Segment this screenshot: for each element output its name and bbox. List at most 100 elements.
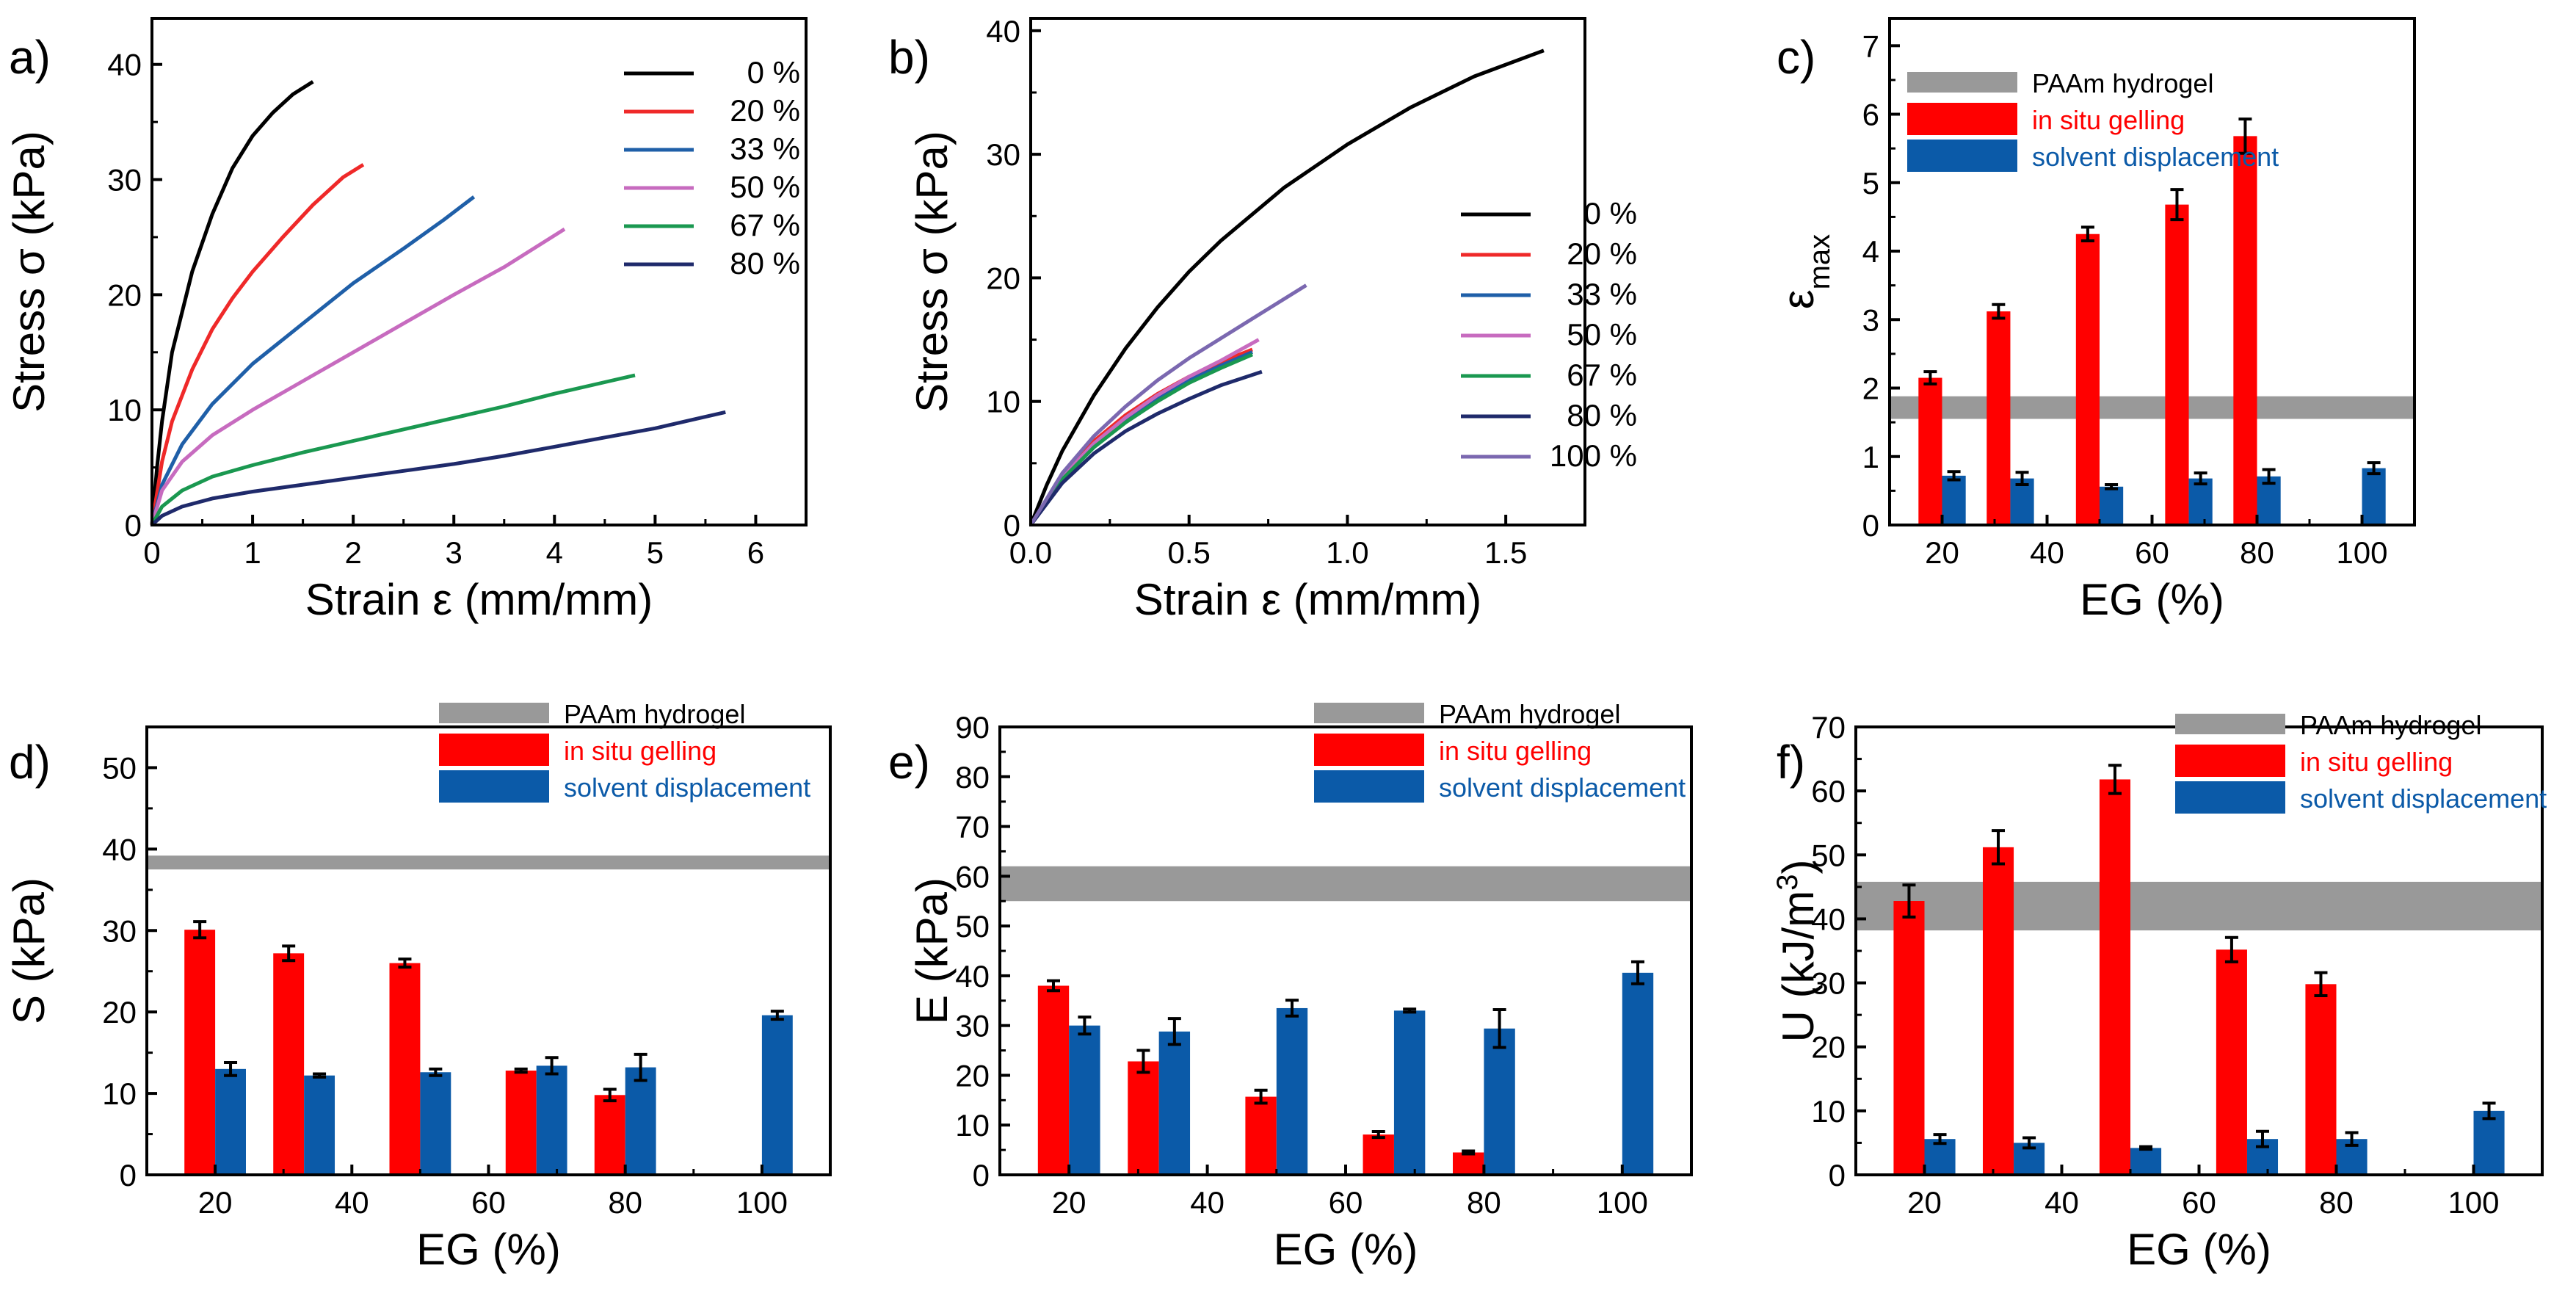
legend: PAAm hydrogel in situ gelling solvent disp…	[439, 699, 810, 803]
legend-label: 33 %	[730, 131, 800, 166]
legend-swatch	[439, 734, 549, 766]
legend-label: in situ gelling	[1439, 736, 1592, 766]
bar-solvent	[420, 1072, 451, 1175]
x-tick-label: 20	[1925, 535, 1959, 570]
y-tick-label: 40	[1811, 902, 1846, 936]
y-tick-label: 70	[1811, 710, 1846, 745]
paam-band	[1000, 866, 1691, 902]
error-bar	[1285, 999, 1299, 1018]
y-axis-label-main: Stress σ (kPa)	[907, 131, 957, 413]
legend-label: PAAm hydrogel	[564, 699, 745, 729]
legend-label: 50 %	[1567, 317, 1637, 352]
bar-in-situ	[273, 953, 305, 1175]
y-axis-label-sub: max	[1804, 234, 1836, 290]
bar-in-situ	[389, 963, 421, 1175]
legend-label: PAAm hydrogel	[1439, 699, 1620, 729]
bar-in-situ	[1245, 1096, 1277, 1175]
y-tick-label: 60	[1811, 774, 1846, 808]
panel-label: a)	[9, 31, 51, 84]
error-bar	[1371, 1130, 1385, 1140]
paam-band	[1890, 396, 2414, 419]
y-tick-label: 20	[986, 261, 1020, 295]
y-tick-label: 50	[955, 909, 990, 944]
legend: PAAm hydrogel in situ gelling solvent disp…	[2175, 710, 2547, 814]
bar-solvent	[1622, 972, 1654, 1175]
y-tick-label: 20	[955, 1058, 990, 1093]
error-bar	[1254, 1088, 1268, 1105]
y-axis-label-main: S (kPa)	[4, 877, 54, 1024]
bar-in-situ	[1987, 311, 2011, 525]
error-bar	[224, 1060, 238, 1077]
error-bar	[193, 920, 207, 940]
bar-in-situ	[1982, 847, 2014, 1175]
series-line-100	[1028, 283, 1307, 526]
legend-swatch	[439, 770, 549, 803]
error-bar	[545, 1056, 559, 1076]
error-bar	[1492, 1007, 1506, 1049]
bar-solvent	[536, 1065, 567, 1175]
x-axis-label: EG (%)	[2127, 1225, 2271, 1274]
legend-label: 100 %	[1550, 438, 1637, 473]
y-tick-label: 2	[1862, 372, 1879, 406]
x-axis-label: EG (%)	[1274, 1225, 1418, 1274]
bar-in-situ	[1128, 1061, 1159, 1175]
y-axis-label-main: Stress σ (kPa)	[4, 131, 54, 413]
bar-in-situ	[1037, 985, 1070, 1175]
series-line-20	[150, 163, 365, 526]
legend-label: 33 %	[1567, 277, 1637, 311]
x-tick-label: 100	[736, 1185, 788, 1220]
x-tick-label: 0	[143, 535, 160, 570]
y-tick-label: 50	[102, 750, 137, 785]
error-bar	[1630, 960, 1644, 985]
y-axis-label-sup: 3	[1771, 875, 1804, 891]
legend-label: solvent displacement	[1439, 772, 1686, 803]
y-tick-label: 90	[955, 710, 990, 745]
error-bar	[1902, 883, 1916, 919]
legend-label: solvent displacement	[2300, 783, 2547, 814]
x-tick-label: 100	[1597, 1185, 1648, 1220]
legend: 0 %20 %33 % 50 % 67 % 80 %	[624, 55, 800, 280]
y-tick-label: 4	[1862, 234, 1879, 269]
error-bar	[514, 1067, 528, 1074]
legend-swatch	[1314, 770, 1424, 803]
y-axis-label: E (kPa)	[907, 877, 957, 1024]
bar-in-situ	[1453, 1152, 1484, 1175]
error-bar	[1462, 1149, 1476, 1156]
x-tick-label: 4	[546, 535, 563, 570]
y-axis-label: Stress σ (kPa)	[4, 131, 54, 413]
x-tick-label: 60	[1329, 1185, 1363, 1220]
bar-solvent	[304, 1075, 335, 1175]
x-tick-label: 3	[446, 535, 462, 570]
y-tick-label: 20	[1811, 1030, 1846, 1065]
y-tick-label: 3	[1862, 303, 1879, 337]
x-tick-label: 1.0	[1326, 535, 1368, 570]
bar-in-situ	[505, 1071, 537, 1175]
panel-label: b)	[888, 31, 930, 84]
chart-panel-c: c) 20 40 60 80 100 0 1 2 3 4 5 6 7 EG (%) εmax PAAm hydr…	[1774, 17, 2416, 624]
bar-in-situ	[2099, 779, 2130, 1175]
legend-label: 0 %	[1584, 196, 1637, 231]
x-tick-label: 60	[2135, 535, 2169, 570]
legend-label: in situ gelling	[564, 736, 716, 766]
bar-in-situ	[1918, 377, 1942, 525]
legend-label: 67 %	[730, 208, 800, 242]
error-bar	[770, 1010, 784, 1021]
x-tick-label: 20	[1907, 1185, 1942, 1220]
bar-solvent	[215, 1068, 246, 1175]
x-axis-label: Strain ε (mm/mm)	[305, 575, 653, 624]
bar-solvent	[2188, 478, 2213, 525]
legend-label: 80 %	[730, 246, 800, 280]
series-line-67	[1028, 352, 1253, 526]
legend-label: 50 %	[730, 170, 800, 204]
error-bar	[2105, 482, 2119, 490]
panel-label: c)	[1777, 31, 1815, 84]
x-tick-label: 80	[608, 1185, 642, 1220]
y-tick-label: 40	[986, 14, 1020, 48]
y-tick-label: 50	[1811, 838, 1846, 872]
x-tick-label: 0.0	[1009, 535, 1052, 570]
y-tick-label: 7	[1862, 29, 1879, 63]
panel-label: f)	[1777, 736, 1805, 789]
y-axis-label-main: U (kJ/m	[1774, 891, 1823, 1043]
error-bar	[1947, 470, 1961, 482]
